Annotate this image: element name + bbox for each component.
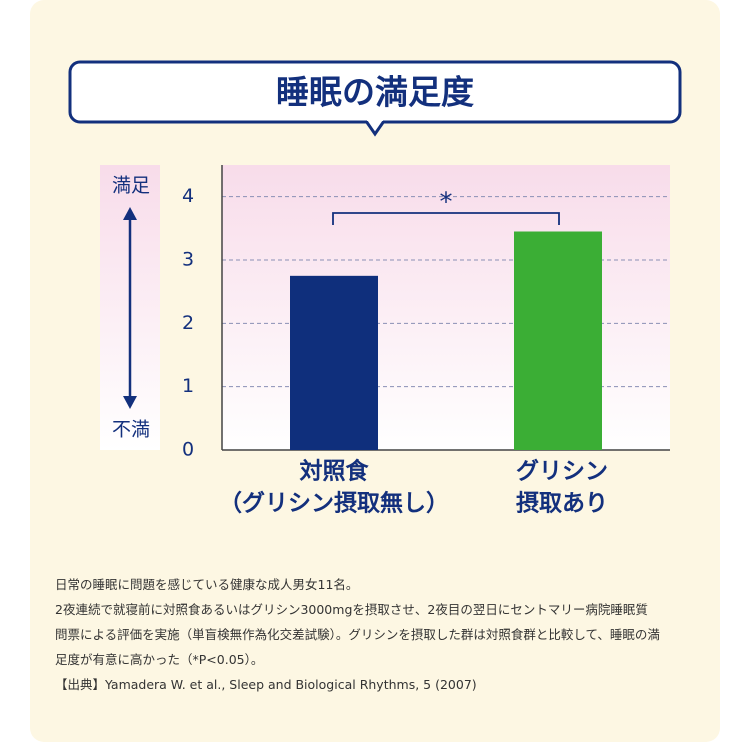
- note-line: 問票による評価を実施（単盲検無作為化交差試験）。グリシンを摂取した群は対照食群と…: [55, 627, 660, 642]
- note-line: 【出典】Yamadera W. et al., Sleep and Biolog…: [55, 677, 477, 692]
- bar: [514, 231, 602, 450]
- note-line: 日常の睡眠に問題を感じている健康な成人男女11名。: [55, 577, 359, 592]
- significance-label: *: [440, 188, 453, 218]
- y-tick-label: 2: [182, 312, 194, 334]
- y-bottom-label: 不満: [112, 419, 150, 441]
- y-tick-label: 3: [182, 249, 194, 271]
- significance-bracket: [332, 212, 560, 225]
- note-line: 2夜連続で就寝前に対照食あるいはグリシン3000mgを摂取させ、2夜目の翌日にセ…: [55, 602, 648, 617]
- title-pointer: [364, 120, 386, 137]
- y-tick-label: 0: [182, 439, 194, 461]
- x-tick-label: 摂取あり: [516, 491, 608, 517]
- x-tick-label: 対照食: [300, 458, 370, 485]
- chart-title: 睡眠の満足度: [276, 73, 474, 112]
- y-tick-label: 1: [182, 375, 194, 397]
- x-tick-label: （グリシン摂取無し）: [219, 490, 449, 517]
- y-tick-label: 4: [182, 185, 194, 207]
- pointer-mask: [367, 118, 383, 121]
- x-tick-label: グリシン: [516, 458, 608, 485]
- bar: [290, 275, 378, 450]
- note-line: 足度が有意に高かった（*P<0.05）。: [55, 652, 264, 667]
- y-top-label: 満足: [112, 175, 150, 197]
